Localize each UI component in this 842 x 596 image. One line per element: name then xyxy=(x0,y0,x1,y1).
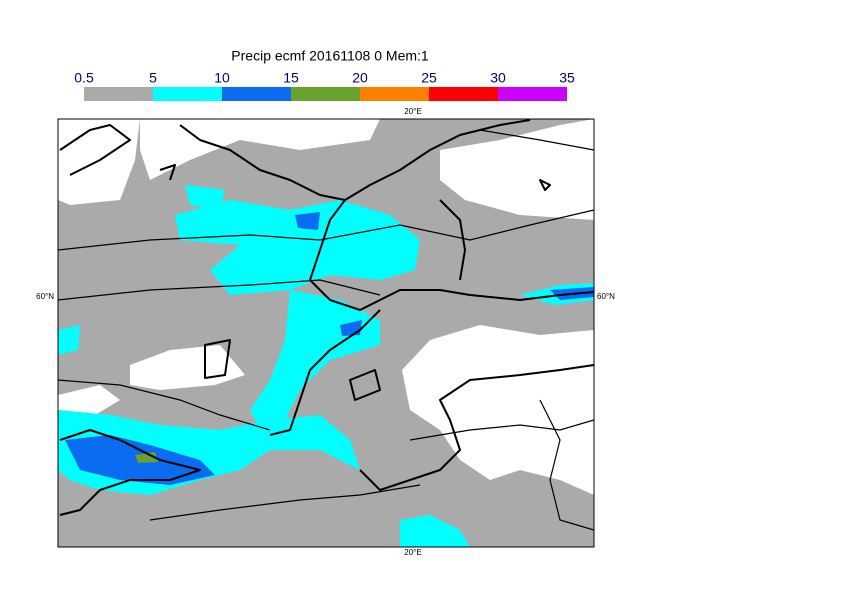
dry-area xyxy=(58,385,120,415)
border xyxy=(58,209,594,251)
colorbar-label: 20 xyxy=(352,70,368,86)
coastline xyxy=(269,309,381,436)
precip-10-15 xyxy=(295,212,320,230)
colorbar-segment xyxy=(498,87,567,101)
coastline xyxy=(59,429,201,516)
island xyxy=(539,179,551,191)
coastlines xyxy=(58,119,594,531)
coastline xyxy=(179,124,594,311)
colorbar-segment xyxy=(429,87,498,101)
colorbar-segment xyxy=(222,87,291,101)
coastline xyxy=(344,119,531,201)
lon-label: 20°E xyxy=(404,107,421,116)
precip-5-10 xyxy=(400,515,470,547)
dry-area xyxy=(140,119,380,180)
border xyxy=(539,399,594,531)
dry-area xyxy=(130,345,245,390)
dry-area xyxy=(58,119,140,205)
coastline xyxy=(359,364,594,491)
colorbar: 0.5 5 10 15 20 25 30 35 xyxy=(74,70,575,101)
coastline xyxy=(439,199,466,281)
colorbar-label: 25 xyxy=(421,70,437,86)
island xyxy=(349,369,381,401)
title: Precip ecmf 20161108 0 Mem:1 xyxy=(231,48,429,64)
lat-label: 60°N xyxy=(36,292,54,301)
colorbar-label: 30 xyxy=(490,70,506,86)
border xyxy=(58,379,271,431)
colorbar-segment xyxy=(153,87,222,101)
colorbar-label: 15 xyxy=(283,70,299,86)
border xyxy=(479,129,594,151)
colorbar-label: 0.5 xyxy=(74,70,94,86)
colorbar-label: 5 xyxy=(149,70,157,86)
precip-15-20 xyxy=(135,452,158,463)
precip-5-10 xyxy=(175,200,420,295)
colorbar-segment xyxy=(360,87,429,101)
lat-label: 60°N xyxy=(597,292,615,301)
colorbar-label: 10 xyxy=(214,70,230,86)
map-fields xyxy=(58,119,594,547)
border xyxy=(409,419,594,441)
colorbar-segment xyxy=(291,87,360,101)
colorbar-segment xyxy=(84,87,153,101)
precip-5-10 xyxy=(185,185,225,210)
map-frame xyxy=(57,118,595,548)
precip-5-10 xyxy=(58,325,80,355)
colorbar-label: 35 xyxy=(559,70,575,86)
border xyxy=(58,279,381,301)
island xyxy=(204,339,231,379)
map: 20°E 20°E 60°N 60°N xyxy=(36,107,615,557)
border xyxy=(149,484,421,521)
lon-label: 20°E xyxy=(404,548,421,557)
dry-area xyxy=(440,119,594,220)
coastline xyxy=(59,124,131,176)
dry-area xyxy=(402,325,594,495)
coastline xyxy=(159,164,176,181)
